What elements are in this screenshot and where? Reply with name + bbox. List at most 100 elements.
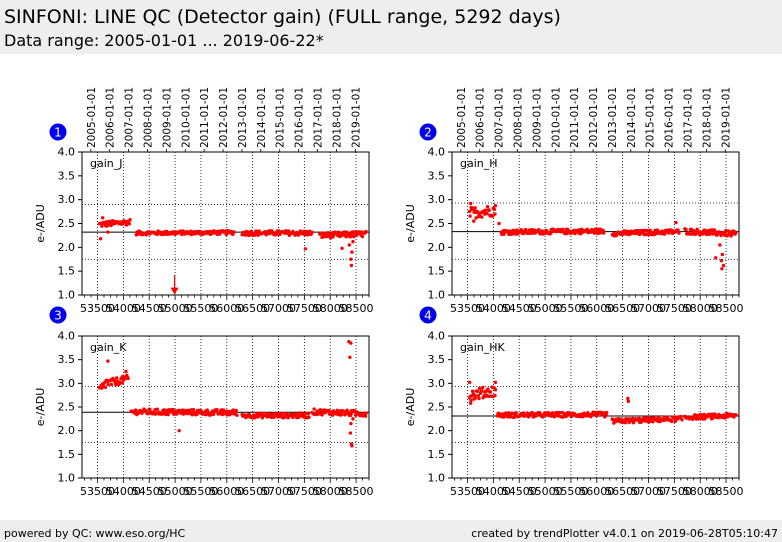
data-point: [636, 228, 640, 233]
date-tick-label: 2008-01-01: [143, 87, 155, 148]
header-bar: [0, 0, 782, 54]
outlier-point: [106, 359, 110, 363]
y-tick-label: 1.5: [58, 265, 76, 278]
data-point: [477, 386, 482, 391]
data-point: [480, 215, 484, 219]
data-point: [335, 408, 339, 413]
x-tick-label: 54000: [106, 302, 141, 315]
data-point: [134, 408, 138, 413]
data-point: [257, 229, 261, 233]
data-point: [508, 229, 513, 233]
data-point: [307, 415, 311, 419]
data-point: [360, 234, 365, 239]
data-point: [469, 398, 473, 403]
data-point: [690, 231, 695, 236]
x-tick-label: 54500: [502, 485, 537, 498]
date-tick-label: 2014-01-01: [256, 87, 268, 148]
y-tick-label: 2.0: [58, 424, 76, 437]
data-point: [215, 408, 219, 412]
data-point: [234, 408, 238, 413]
data-point: [339, 412, 344, 416]
data-point: [490, 214, 495, 218]
panel-number-label: 1: [54, 126, 62, 140]
x-tick-label: 57500: [287, 302, 322, 315]
data-point: [171, 407, 175, 412]
data-point: [231, 408, 235, 412]
x-tick-label: 53500: [80, 485, 115, 498]
data-range-subtitle: Data range: 2005-01-01 ... 2019-06-22*: [4, 31, 324, 50]
outlier-point: [349, 263, 354, 268]
outlier-point: [351, 417, 355, 421]
y-tick-label: 4.0: [58, 330, 76, 343]
data-point: [480, 389, 484, 393]
data-point: [514, 411, 518, 415]
panel-number-badge: [419, 306, 437, 324]
y-tick-label: 3.0: [428, 193, 446, 206]
x-tick-label: 55000: [158, 485, 193, 498]
x-tick-label: 58000: [313, 302, 348, 315]
data-points: [467, 380, 738, 425]
data-points: [467, 201, 738, 271]
data-point: [114, 383, 118, 387]
x-tick-label: 56500: [235, 302, 270, 315]
date-tick-label: 2012-01-01: [218, 87, 230, 148]
panel-number-label: 3: [54, 309, 62, 323]
series-label: gain_H: [460, 157, 498, 170]
outlier-point: [493, 380, 498, 385]
data-point: [523, 227, 528, 232]
data-point: [274, 232, 278, 237]
data-point: [485, 211, 489, 216]
data-point: [191, 407, 196, 412]
y-axis-label: e-/ADU: [34, 388, 47, 427]
y-tick-label: 1.0: [58, 289, 76, 302]
series-label: gain_J: [90, 157, 123, 170]
data-point: [692, 229, 696, 233]
x-tick-label: 57500: [657, 302, 692, 315]
x-tick-label: 58000: [313, 485, 348, 498]
data-point: [711, 416, 715, 420]
data-point: [364, 229, 368, 234]
outlier-point: [350, 444, 354, 448]
data-point: [493, 388, 498, 392]
data-point: [651, 420, 655, 424]
data-point: [676, 228, 680, 232]
data-point: [502, 232, 506, 236]
data-point: [148, 407, 152, 412]
outlier-point: [98, 237, 103, 241]
date-tick-label: 2017-01-01: [682, 87, 694, 148]
date-tick-label: 2005-01-01: [86, 87, 98, 148]
data-point: [364, 411, 368, 415]
data-point: [656, 415, 660, 420]
panel-1: 1 1.0 1.5 2.0 2.5 3.0 3.5 4.0 535005400054500550…: [34, 87, 374, 315]
panel-4: 4 1.0 1.5 2.0 2.5 3.0 3.5 4.0 535005400054500550…: [404, 306, 744, 498]
outlier-point: [720, 267, 724, 271]
data-point: [487, 208, 491, 213]
panel-number-badge: [49, 123, 67, 141]
data-point: [670, 419, 674, 424]
date-tick-label: 2012-01-01: [588, 87, 600, 148]
data-point: [355, 233, 359, 237]
data-points: [97, 339, 368, 448]
footer-created-by: created by trendPlotter v4.0.1 on 2019-0…: [471, 527, 778, 540]
date-tick-label: 2005-01-01: [456, 87, 468, 148]
x-tick-label: 55000: [158, 302, 193, 315]
panel-number-label: 2: [424, 126, 432, 140]
x-tick-label: 55500: [183, 302, 218, 315]
x-tick-label: 56000: [209, 302, 244, 315]
x-tick-label: 56500: [235, 485, 270, 498]
x-tick-label: 56000: [209, 485, 244, 498]
date-tick-label: 2009-01-01: [161, 87, 173, 148]
outlier-point: [714, 256, 718, 260]
data-point: [684, 227, 688, 232]
data-point: [508, 415, 512, 419]
y-tick-label: 4.0: [58, 146, 76, 159]
outlier-point: [721, 263, 726, 268]
x-tick-label: 53500: [80, 302, 115, 315]
y-tick-label: 3.5: [428, 353, 446, 366]
footer-powered-by: powered by QC: www.eso.org/HC: [4, 527, 186, 540]
outlier-point: [718, 243, 722, 247]
data-point: [623, 421, 628, 425]
data-point: [126, 376, 130, 381]
date-tick-label: 2011-01-01: [199, 87, 211, 148]
